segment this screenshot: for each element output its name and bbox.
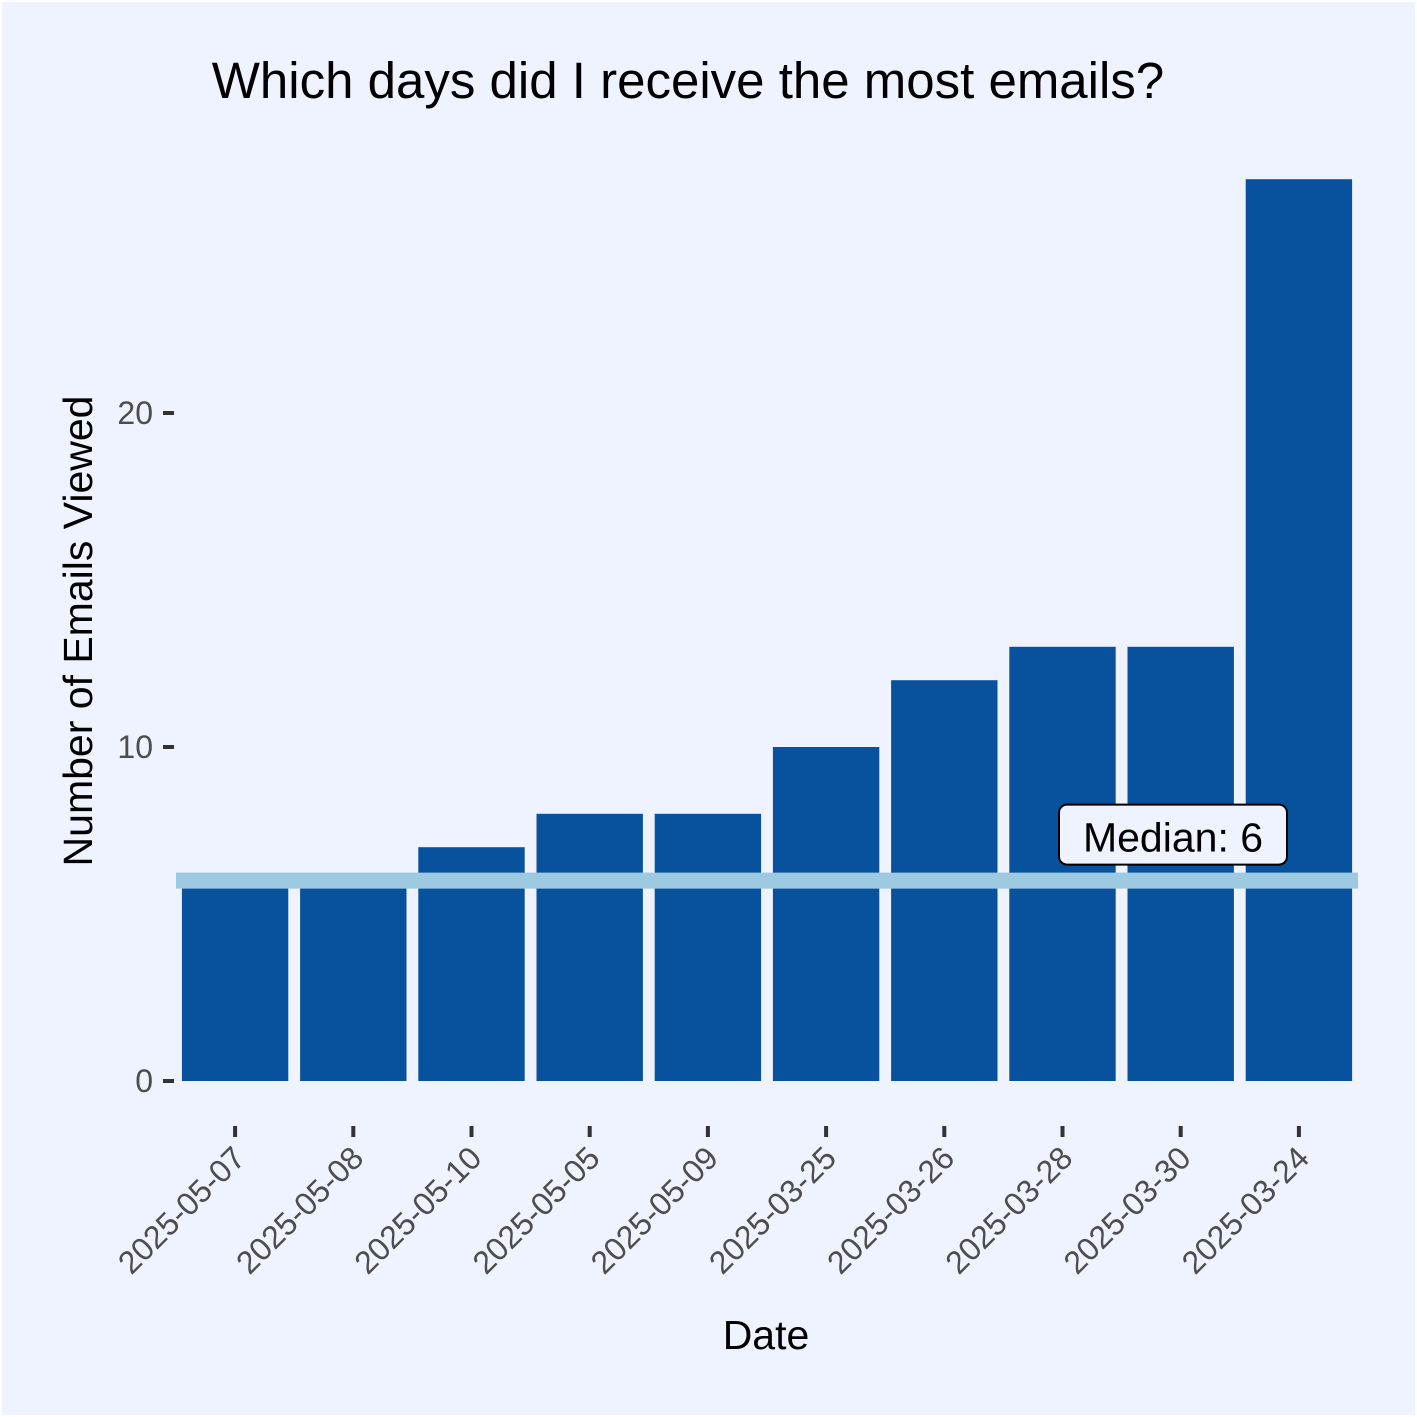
- x-tick-label: 2025-03-26: [820, 1139, 961, 1280]
- x-tick-label: 2025-05-08: [229, 1139, 370, 1280]
- x-tick-label: 2025-03-28: [938, 1139, 1079, 1280]
- y-tick-label: 20: [117, 395, 153, 431]
- median-layer: Median: 6: [176, 803, 1358, 889]
- x-tick-label: 2025-05-05: [465, 1139, 606, 1280]
- bar-2025-05-07: [181, 880, 289, 1081]
- x-tick-label: 2025-03-24: [1175, 1139, 1316, 1280]
- y-tick-label: 0: [135, 1063, 153, 1099]
- x-tick-label: 2025-05-10: [347, 1139, 488, 1280]
- x-tick-label: 2025-05-07: [111, 1139, 252, 1280]
- x-axis-label: Date: [723, 1312, 810, 1358]
- bar-2025-05-05: [536, 813, 643, 1081]
- bar-2025-03-24: [1245, 179, 1353, 1081]
- bar-2025-05-08: [300, 880, 407, 1081]
- x-axis: 2025-05-072025-05-082025-05-102025-05-05…: [111, 1126, 1316, 1281]
- chart-title: Which days did I receive the most emails…: [212, 52, 1164, 109]
- bars-layer: [181, 179, 1353, 1081]
- median-label-box: [1058, 803, 1288, 866]
- y-axis-label: Number of Emails Viewed: [55, 396, 101, 867]
- x-tick-label: 2025-03-25: [702, 1139, 843, 1280]
- bar-2025-05-09: [654, 813, 762, 1081]
- x-tick-label: 2025-05-09: [584, 1139, 725, 1280]
- bar-2025-03-25: [772, 747, 880, 1081]
- y-axis: 0 10 20: [117, 395, 174, 1099]
- median-label: Median: 6: [1083, 815, 1263, 861]
- y-tick-label: 10: [117, 729, 153, 765]
- x-tick-label: 2025-03-30: [1056, 1139, 1197, 1280]
